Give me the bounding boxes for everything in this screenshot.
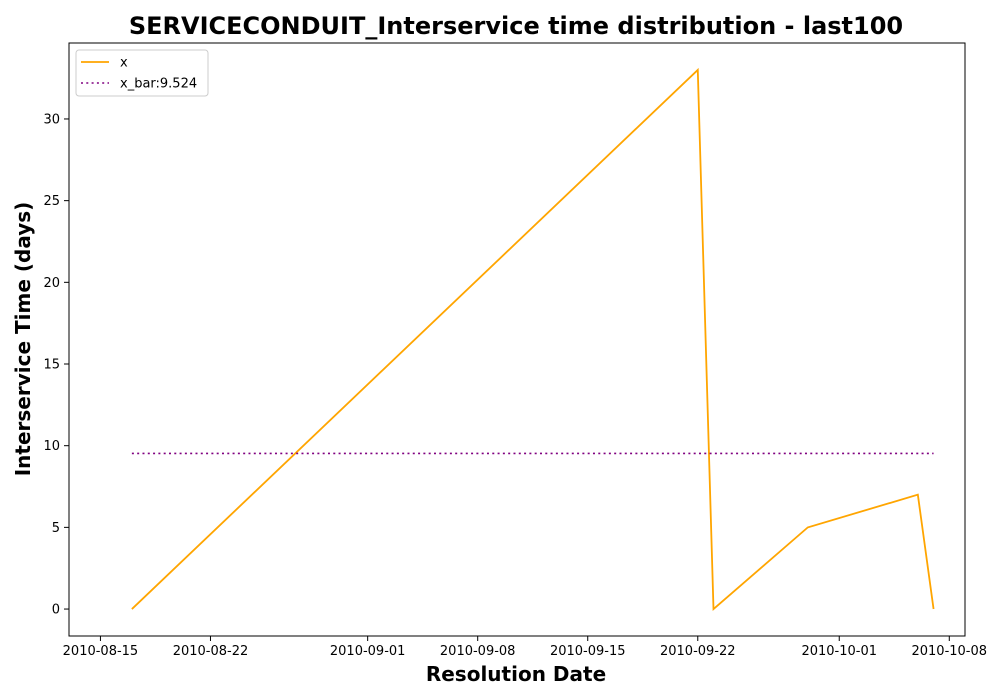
y-tick-label: 15 [43, 358, 60, 373]
plot-area: 2010-08-15 2010-08-22 2010-09-01 2010-09-08… [43, 42, 987, 659]
x-tick-label: 2010-10-08 [911, 644, 987, 659]
plot-frame [68, 42, 966, 637]
x-tick-label: 2010-09-01 [330, 644, 406, 659]
y-tick-label: 10 [43, 439, 60, 454]
legend-label-0: x [120, 56, 128, 71]
x-axis-label: Resolution Date [426, 662, 606, 686]
legend-label-1: x_bar:9.524 [120, 77, 197, 92]
x-tick-label: 2010-08-15 [63, 644, 139, 659]
x-tick-label: 2010-09-08 [440, 644, 516, 659]
x-tick-label: 2010-09-15 [550, 644, 626, 659]
chart-title: SERVICECONDUIT_Interservice time distrib… [129, 12, 903, 40]
y-tick-label: 20 [43, 276, 60, 291]
y-axis-label: Interservice Time (days) [11, 202, 35, 477]
y-tick-label: 30 [43, 112, 60, 127]
y-tick-label: 0 [52, 603, 60, 618]
legend: x x_bar:9.524 [75, 49, 209, 97]
x-tick-label: 2010-09-22 [660, 644, 736, 659]
y-tick-label: 5 [52, 521, 60, 536]
x-tick-label: 2010-10-01 [801, 644, 877, 659]
series-line-0 [131, 67, 935, 611]
y-tick-label: 25 [43, 194, 60, 209]
x-tick-label: 2010-08-22 [173, 644, 249, 659]
